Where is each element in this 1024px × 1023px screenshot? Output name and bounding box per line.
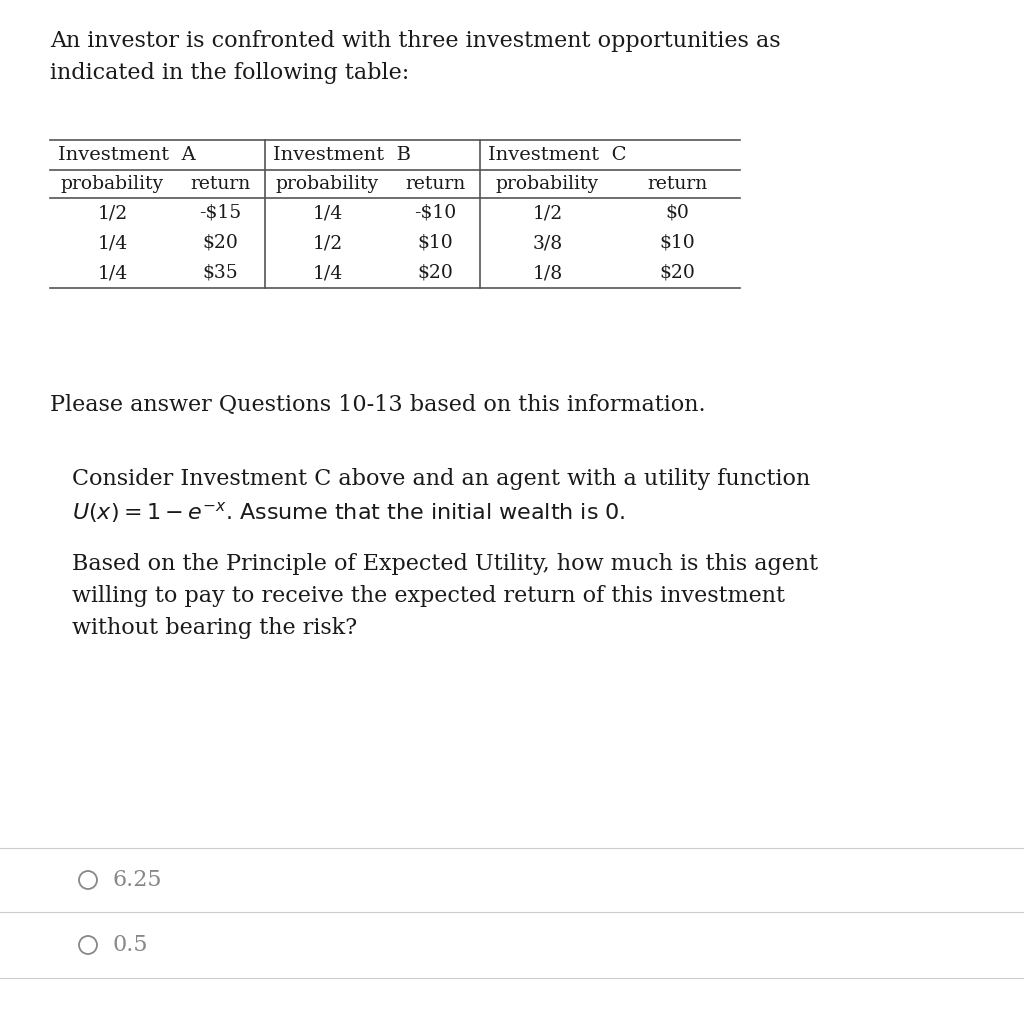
Text: $U(x) = 1 - e^{-x}$. Assume that the initial wealth is 0.: $U(x) = 1 - e^{-x}$. Assume that the ini… — [72, 500, 626, 525]
Text: Based on the Principle of Expected Utility, how much is this agent: Based on the Principle of Expected Utili… — [72, 553, 818, 575]
Text: $35: $35 — [202, 264, 238, 282]
Text: 1/2: 1/2 — [97, 204, 128, 222]
Text: indicated in the following table:: indicated in the following table: — [50, 62, 410, 84]
Text: $20: $20 — [659, 264, 695, 282]
Text: return: return — [404, 175, 465, 193]
Text: Investment  C: Investment C — [488, 146, 627, 164]
Text: $20: $20 — [417, 264, 453, 282]
Text: $20: $20 — [202, 234, 238, 252]
Text: Investment  A: Investment A — [58, 146, 196, 164]
Text: return: return — [647, 175, 708, 193]
Text: willing to pay to receive the expected return of this investment: willing to pay to receive the expected r… — [72, 585, 785, 607]
Text: $0: $0 — [666, 204, 689, 222]
Text: Investment  B: Investment B — [273, 146, 411, 164]
Text: 0.5: 0.5 — [112, 934, 147, 957]
Text: probability: probability — [275, 175, 379, 193]
Text: probability: probability — [61, 175, 164, 193]
Text: 1/8: 1/8 — [532, 264, 562, 282]
Text: 1/2: 1/2 — [312, 234, 343, 252]
Text: 1/4: 1/4 — [97, 264, 128, 282]
Text: $10: $10 — [417, 234, 453, 252]
Text: 1/4: 1/4 — [97, 234, 128, 252]
Text: Consider Investment C above and an agent with a utility function: Consider Investment C above and an agent… — [72, 468, 810, 490]
Text: $10: $10 — [659, 234, 695, 252]
Text: 6.25: 6.25 — [112, 869, 162, 891]
Text: return: return — [189, 175, 250, 193]
Text: without bearing the risk?: without bearing the risk? — [72, 617, 357, 639]
Text: -$10: -$10 — [414, 204, 456, 222]
Text: An investor is confronted with three investment opportunities as: An investor is confronted with three inv… — [50, 30, 780, 52]
Text: -$15: -$15 — [199, 204, 241, 222]
Text: 1/2: 1/2 — [532, 204, 562, 222]
Text: 3/8: 3/8 — [532, 234, 562, 252]
Text: 1/4: 1/4 — [312, 204, 343, 222]
Text: Please answer Questions 10-13 based on this information.: Please answer Questions 10-13 based on t… — [50, 394, 706, 416]
Text: 1/4: 1/4 — [312, 264, 343, 282]
Text: probability: probability — [496, 175, 599, 193]
